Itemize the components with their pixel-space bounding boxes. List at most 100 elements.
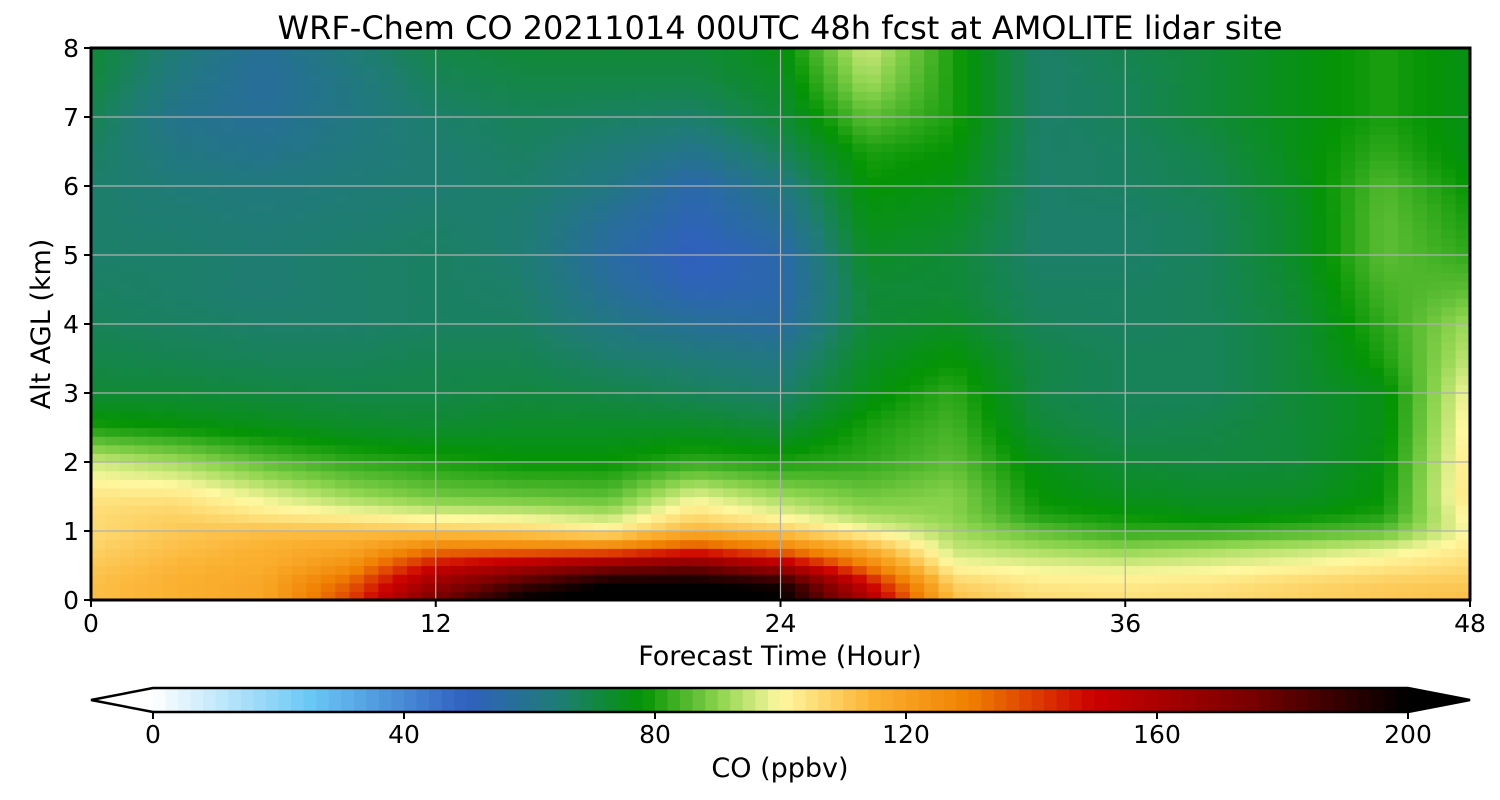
heatmap-cell: [1139, 436, 1155, 446]
heatmap-cell: [565, 194, 580, 204]
heatmap-cell: [234, 548, 250, 558]
heatmap-cell: [1010, 375, 1026, 385]
heatmap-cell: [579, 237, 595, 247]
heatmap-cell: [1355, 349, 1371, 360]
heatmap-cell: [550, 393, 566, 403]
heatmap-cell: [1297, 401, 1313, 411]
heatmap-cell: [1441, 298, 1457, 308]
heatmap-cell: [981, 229, 997, 239]
heatmap-cell: [205, 332, 221, 342]
heatmap-cell: [881, 487, 897, 498]
heatmap-cell: [636, 539, 652, 549]
heatmap-cell: [895, 496, 911, 506]
heatmap-cell: [421, 263, 437, 273]
heatmap-cell: [852, 470, 868, 480]
heatmap-cell: [162, 272, 178, 282]
heatmap-cell: [694, 177, 710, 187]
heatmap-cell: [1096, 375, 1112, 385]
heatmap-cell: [162, 194, 178, 204]
heatmap-cell: [1039, 332, 1055, 342]
heatmap-cell: [751, 289, 767, 299]
heatmap-cell: [536, 306, 552, 316]
heatmap-cell: [837, 272, 853, 282]
heatmap-cell: [651, 462, 667, 472]
heatmap-cell: [694, 332, 710, 342]
heatmap-cell: [895, 263, 911, 273]
heatmap-cell: [1441, 160, 1457, 170]
heatmap-cell: [162, 453, 178, 463]
heatmap-cell: [622, 280, 638, 291]
heatmap-cell: [1125, 367, 1141, 377]
heatmap-cell: [421, 427, 437, 437]
heatmap-cell: [191, 160, 207, 170]
heatmap-cell: [679, 505, 695, 515]
heatmap-cell: [866, 203, 882, 213]
heatmap-cell: [708, 505, 724, 515]
heatmap-cell: [1355, 341, 1371, 351]
heatmap-cell: [1139, 565, 1155, 575]
heatmap-cell: [708, 332, 724, 342]
heatmap-cell: [536, 375, 552, 385]
heatmap-cell: [1197, 220, 1213, 230]
heatmap-cell: [1455, 591, 1470, 600]
heatmap-cell: [938, 418, 954, 429]
heatmap-cell: [723, 349, 738, 360]
heatmap-cell: [450, 186, 466, 196]
heatmap-cell: [1297, 574, 1313, 584]
heatmap-cell: [723, 151, 738, 161]
heatmap-cell: [1197, 229, 1213, 239]
heatmap-cell: [1110, 341, 1126, 351]
heatmap-cell: [536, 496, 552, 506]
heatmap-cell: [349, 246, 365, 256]
heatmap-cell: [292, 306, 308, 316]
heatmap-cell: [1024, 315, 1040, 325]
heatmap-cell: [91, 401, 106, 411]
heatmap-cell: [1168, 324, 1184, 334]
heatmap-cell: [91, 418, 106, 429]
heatmap-cell: [679, 565, 695, 575]
heatmap-cell: [478, 591, 494, 600]
heatmap-cell: [464, 315, 480, 325]
heatmap-cell: [320, 410, 336, 420]
heatmap-cell: [392, 177, 408, 187]
heatmap-cell: [565, 513, 580, 523]
heatmap-cell: [1426, 539, 1442, 549]
heatmap-cell: [651, 401, 667, 411]
heatmap-cell: [665, 349, 681, 360]
heatmap-cell: [766, 203, 782, 213]
heatmap-cell: [809, 505, 825, 515]
heatmap-cell: [1297, 263, 1313, 273]
heatmap-cell: [1139, 151, 1155, 161]
heatmap-cell: [593, 462, 609, 472]
heatmap-cell: [335, 367, 351, 377]
heatmap-cell: [1369, 384, 1385, 394]
heatmap-cell: [277, 324, 293, 334]
heatmap-cell: [105, 263, 121, 273]
heatmap-cell: [981, 186, 997, 196]
heatmap-cell: [1412, 151, 1428, 161]
heatmap-cell: [665, 341, 681, 351]
heatmap-cell: [1398, 556, 1414, 567]
heatmap-cell: [478, 574, 494, 584]
heatmap-cell: [780, 177, 796, 187]
heatmap-cell: [1110, 289, 1126, 299]
heatmap-cell: [1297, 565, 1313, 575]
heatmap-cell: [320, 462, 336, 472]
heatmap-cell: [1412, 565, 1428, 575]
heatmap-cell: [134, 539, 150, 549]
heatmap-cell: [1369, 194, 1385, 204]
heatmap-cell: [1153, 220, 1169, 230]
heatmap-cell: [1240, 229, 1256, 239]
heatmap-cell: [1182, 548, 1198, 558]
heatmap-cell: [378, 496, 394, 506]
heatmap-cell: [737, 324, 753, 334]
heatmap-cell: [881, 168, 897, 178]
heatmap-cell: [234, 384, 250, 394]
heatmap-cell: [751, 401, 767, 411]
heatmap-cell: [220, 401, 236, 411]
heatmap-cell: [665, 263, 681, 273]
heatmap-cell: [737, 289, 753, 299]
heatmap-cell: [995, 272, 1011, 282]
heatmap-cell: [1398, 531, 1414, 541]
heatmap-cell: [1355, 427, 1371, 437]
